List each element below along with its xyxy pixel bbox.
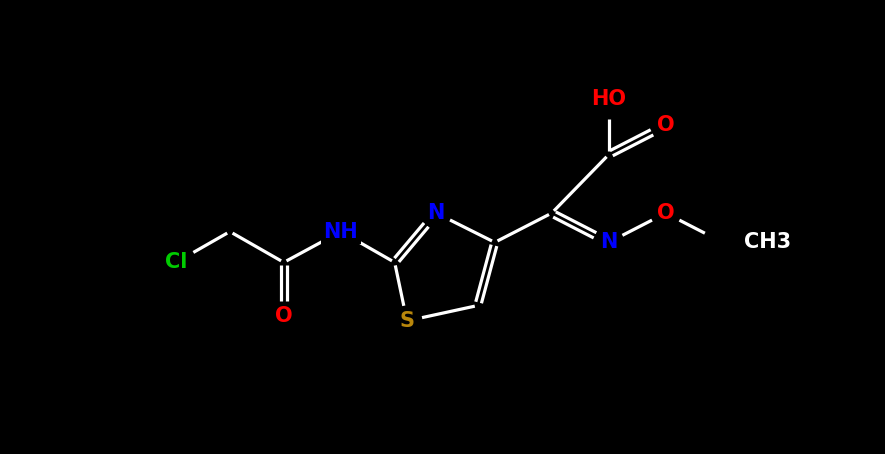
- Text: Cl: Cl: [165, 252, 187, 272]
- Text: CH3: CH3: [744, 232, 791, 252]
- Text: O: O: [657, 115, 674, 135]
- Text: S: S: [399, 311, 414, 331]
- Text: HO: HO: [591, 89, 627, 109]
- Text: O: O: [657, 203, 674, 223]
- Text: O: O: [275, 306, 293, 326]
- Text: NH: NH: [323, 222, 358, 242]
- Text: N: N: [600, 232, 618, 252]
- Text: N: N: [427, 203, 445, 223]
